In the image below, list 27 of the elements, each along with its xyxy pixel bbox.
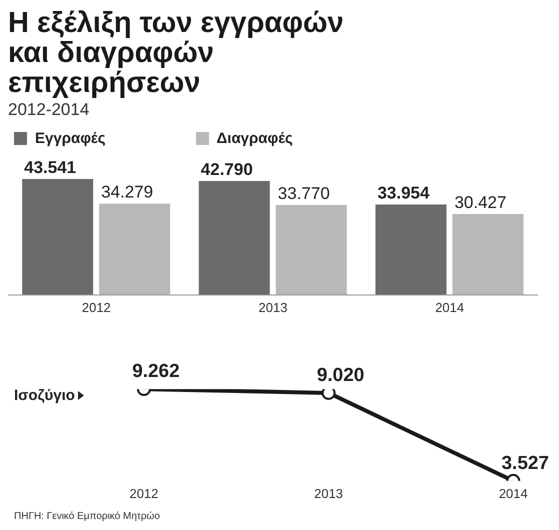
x-tick-label: 2012 bbox=[129, 486, 158, 502]
legend-label: Εγγραφές bbox=[35, 130, 106, 147]
data-label: 43.541 bbox=[24, 158, 76, 177]
x-tick-label: 2012 bbox=[82, 300, 111, 316]
data-label: 33.770 bbox=[278, 184, 330, 204]
chart-title: Η εξέλιξη των εγγραφών και διαγραφών επιχειρήσεων bbox=[8, 7, 345, 99]
bar bbox=[375, 204, 446, 295]
data-label: 9.262 bbox=[132, 361, 180, 382]
text: ΠΗΓΗ: Γενικό Εμπορικό Μητρώο bbox=[14, 511, 161, 522]
x-tick-label: 2013 bbox=[314, 486, 343, 502]
bar bbox=[22, 179, 94, 295]
legend-label: Διαγραφές bbox=[216, 130, 293, 147]
chart-subtitle: 2012-2014 bbox=[8, 100, 90, 120]
bar bbox=[99, 204, 170, 295]
data-label: 42.790 bbox=[200, 160, 253, 179]
data-label: 34.279 bbox=[101, 182, 154, 202]
bar bbox=[198, 181, 270, 295]
bar bbox=[452, 214, 524, 295]
x-tick-label: 2014 bbox=[498, 486, 528, 502]
legend-label: Ισοζύγιο bbox=[14, 387, 75, 404]
data-label: 33.954 bbox=[377, 184, 430, 203]
data-label: 3.527 bbox=[501, 452, 549, 474]
data-label: 9.020 bbox=[316, 364, 364, 386]
x-tick-label: 2014 bbox=[435, 300, 464, 316]
x-tick-label: 2013 bbox=[258, 300, 288, 316]
bar bbox=[276, 205, 347, 295]
data-label: 30.427 bbox=[454, 192, 506, 212]
